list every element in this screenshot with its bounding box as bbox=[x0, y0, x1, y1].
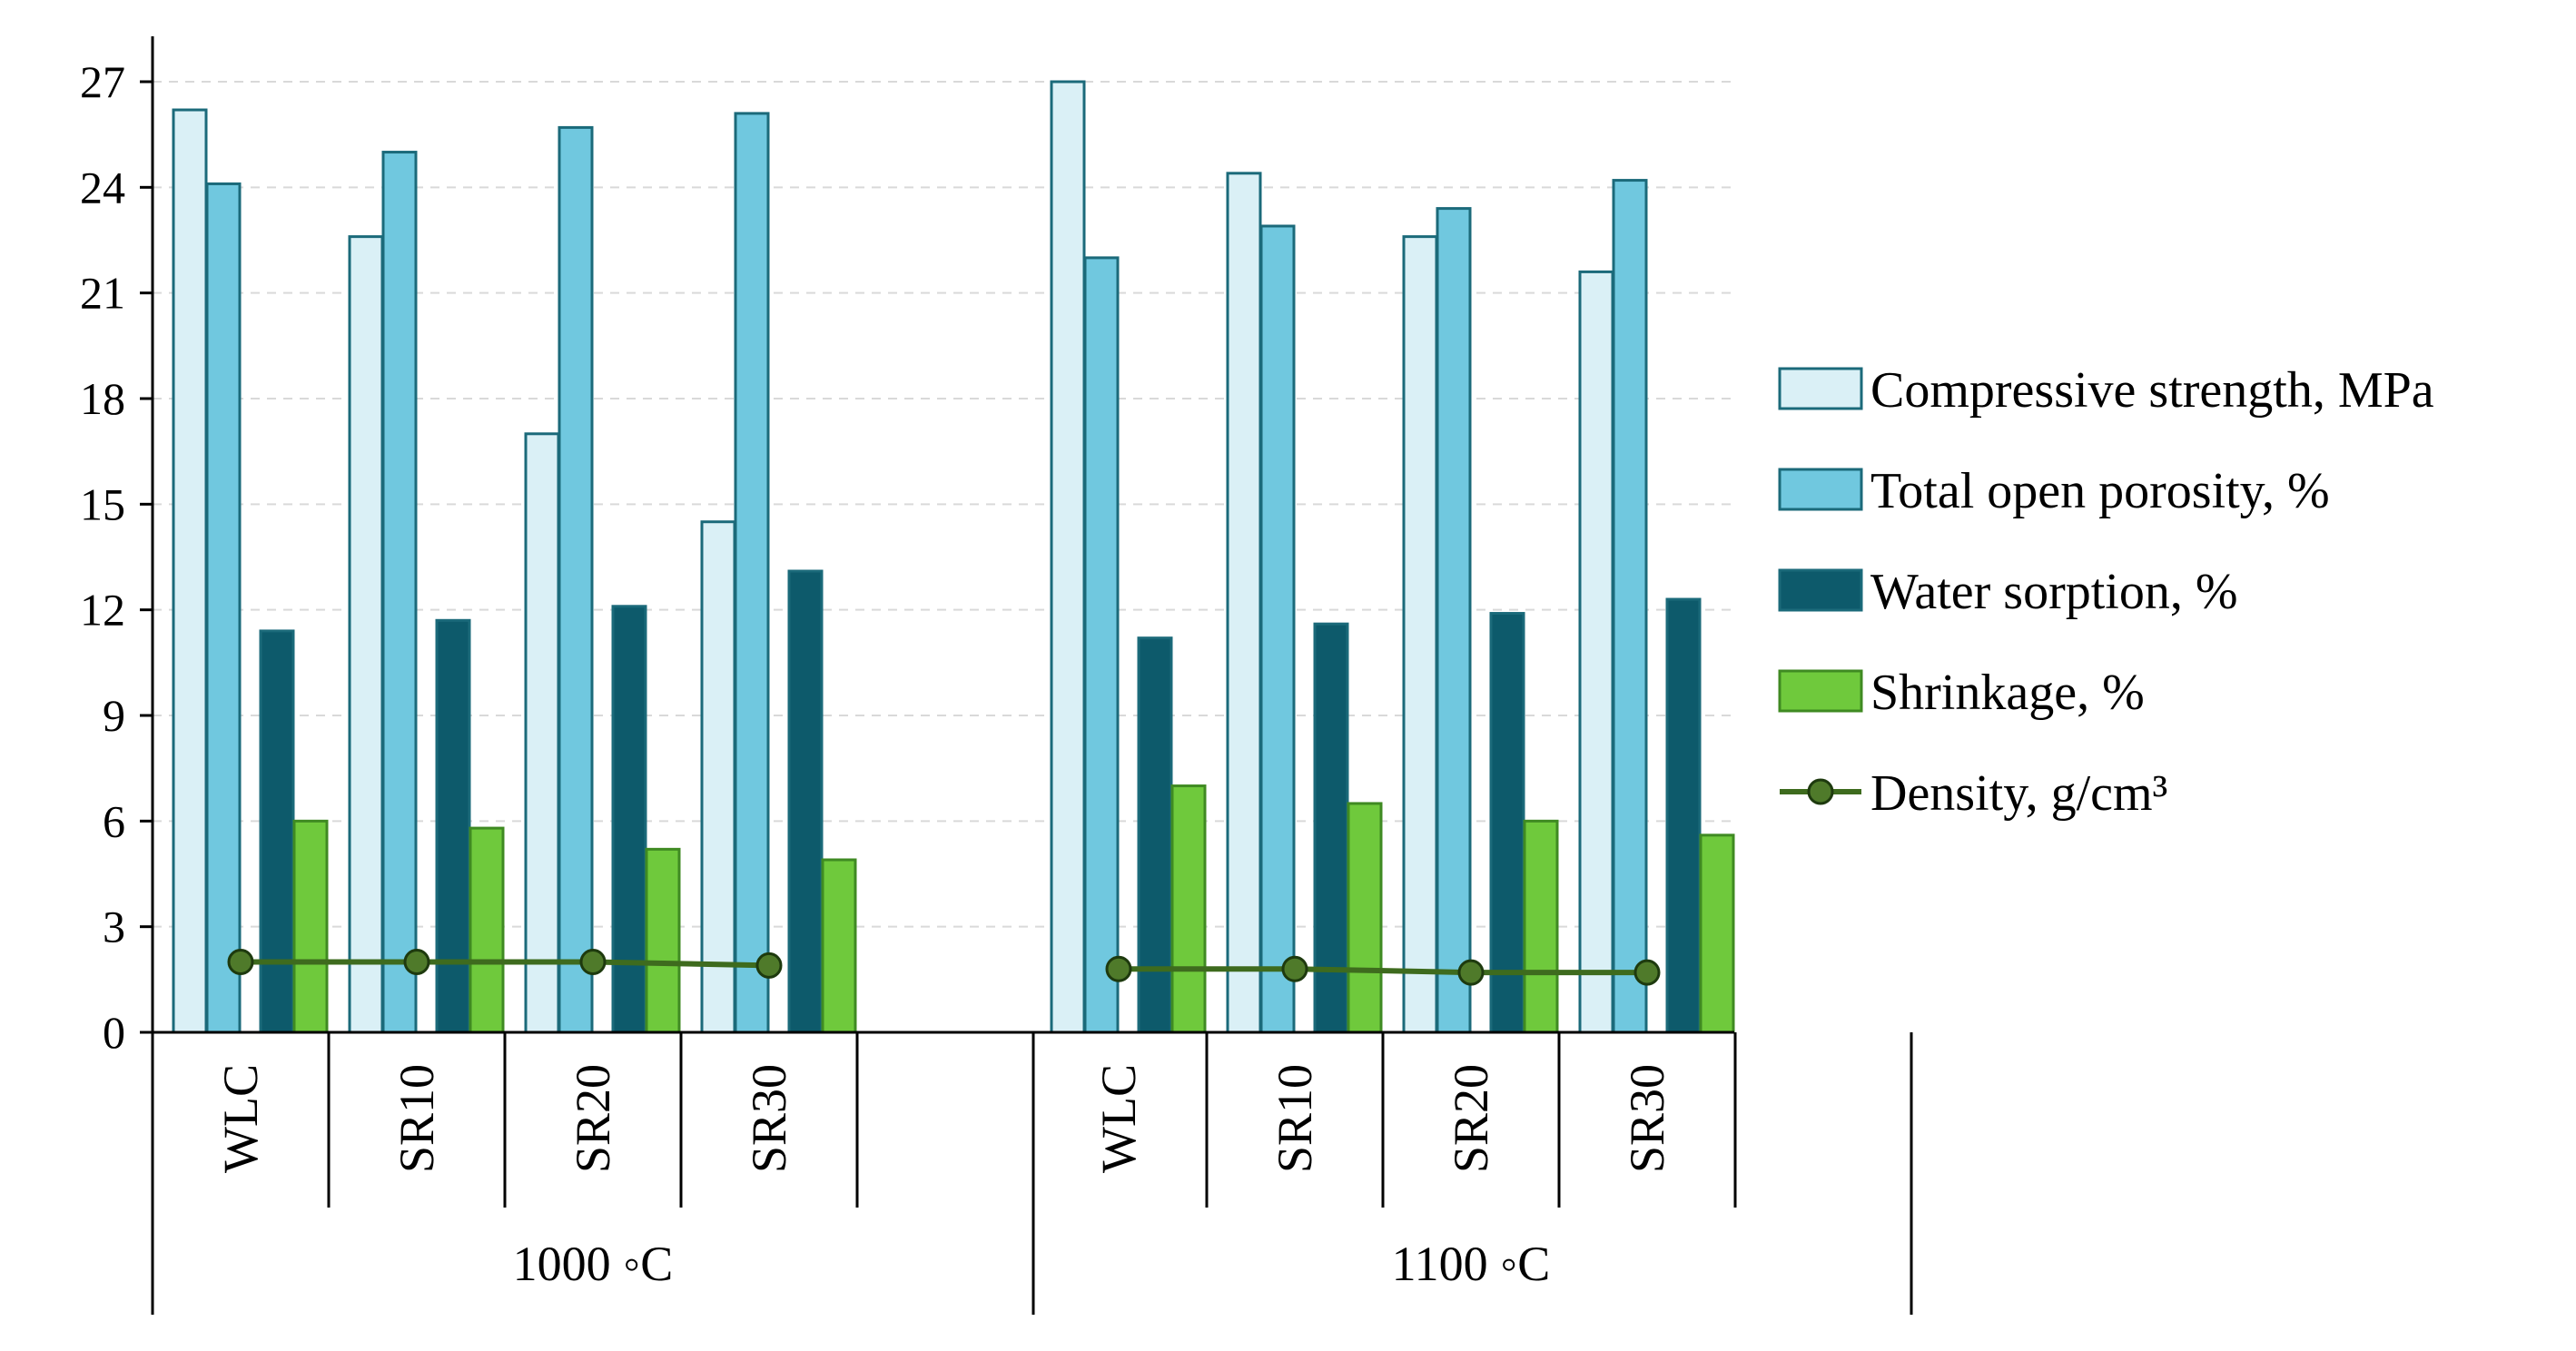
bar-water-sorption bbox=[1489, 612, 1525, 1034]
bar-compressive-strength bbox=[348, 235, 384, 1034]
density-point bbox=[579, 948, 607, 975]
bar-compressive-strength bbox=[1050, 80, 1086, 1034]
legend-label: Density, g/cm³ bbox=[1870, 765, 2167, 822]
y-tick-label: 15 bbox=[80, 478, 125, 529]
bar-total-open-porosity bbox=[205, 182, 242, 1034]
bar-shrinkage bbox=[821, 858, 857, 1034]
y-tick-label: 0 bbox=[103, 1007, 125, 1058]
bar-water-sorption bbox=[259, 629, 295, 1034]
bar-shrinkage bbox=[1699, 833, 1735, 1034]
y-tick-label: 3 bbox=[103, 902, 125, 952]
legend-marker bbox=[1807, 778, 1834, 805]
bar-water-sorption bbox=[1665, 597, 1702, 1034]
category-label: WLC bbox=[1091, 1064, 1146, 1173]
bar-total-open-porosity bbox=[381, 151, 418, 1034]
y-tick-label: 6 bbox=[103, 795, 125, 846]
bar-total-open-porosity bbox=[734, 112, 770, 1034]
bar-water-sorption bbox=[1137, 636, 1173, 1034]
bar-water-sorption bbox=[611, 605, 647, 1034]
bar-total-open-porosity bbox=[1259, 224, 1296, 1034]
legend-label: Water sorption, % bbox=[1870, 564, 2238, 620]
category-label: SR20 bbox=[1444, 1064, 1498, 1173]
bar-total-open-porosity bbox=[1612, 179, 1648, 1034]
y-tick-label: 12 bbox=[80, 585, 125, 636]
y-tick-label: 27 bbox=[80, 56, 125, 107]
density-point bbox=[1457, 959, 1485, 986]
density-line bbox=[227, 948, 1661, 986]
category-label: WLC bbox=[213, 1064, 268, 1173]
bar-compressive-strength bbox=[700, 520, 736, 1034]
legend-label: Shrinkage, % bbox=[1870, 665, 2145, 721]
legend-label: Total open porosity, % bbox=[1870, 463, 2330, 519]
bar-water-sorption bbox=[787, 569, 824, 1034]
legend-label: Compressive strength, MPa bbox=[1870, 362, 2434, 419]
bar-total-open-porosity bbox=[1436, 207, 1472, 1034]
category-label: SR10 bbox=[1268, 1064, 1322, 1173]
density-point bbox=[227, 948, 254, 975]
group-label: 1100 ◦C bbox=[1392, 1237, 1551, 1291]
y-tick-label: 18 bbox=[80, 373, 125, 424]
density-line-segment bbox=[241, 959, 770, 969]
category-label: SR30 bbox=[1620, 1064, 1674, 1173]
density-point bbox=[755, 952, 783, 979]
bar-compressive-strength bbox=[1226, 172, 1262, 1034]
legend: Compressive strength, MPa Total open poro… bbox=[1778, 362, 2434, 822]
bar-water-sorption bbox=[435, 618, 471, 1034]
x-axis-labels: WLC SR10 SR20 SR30 1000 ◦C WLC SR10 SR20 SR30 110… bbox=[213, 1064, 1674, 1291]
group-label: 1000 ◦C bbox=[513, 1237, 674, 1291]
density-line-segment bbox=[1119, 966, 1647, 976]
bar-compressive-strength bbox=[1402, 235, 1438, 1034]
axes: 0 3 6 9 12 15 18 21 24 27 bbox=[80, 36, 1913, 1315]
y-tick-label: 9 bbox=[103, 690, 125, 741]
bar-shrinkage bbox=[469, 826, 505, 1034]
category-label: SR30 bbox=[742, 1064, 796, 1173]
legend-swatch bbox=[1778, 568, 1863, 612]
category-label: SR10 bbox=[390, 1064, 444, 1173]
bar-shrinkage bbox=[1523, 819, 1559, 1034]
bar-shrinkage bbox=[1347, 802, 1383, 1034]
bar-shrinkage bbox=[292, 819, 329, 1034]
bar-compressive-strength bbox=[524, 432, 560, 1034]
legend-swatch bbox=[1778, 468, 1863, 511]
bar-shrinkage bbox=[645, 847, 681, 1034]
bar-total-open-porosity bbox=[558, 125, 594, 1034]
bar-compressive-strength bbox=[1578, 270, 1614, 1034]
y-tick-label: 21 bbox=[80, 268, 125, 319]
y-tick-label: 24 bbox=[80, 162, 125, 212]
density-point bbox=[1281, 955, 1308, 982]
bars bbox=[172, 80, 1735, 1034]
density-point bbox=[1105, 955, 1132, 982]
density-point bbox=[1633, 959, 1661, 986]
bar-compressive-strength bbox=[172, 108, 208, 1034]
category-label: SR20 bbox=[566, 1064, 620, 1173]
legend-swatch bbox=[1778, 367, 1863, 410]
legend-swatch bbox=[1778, 669, 1863, 713]
density-point bbox=[403, 948, 430, 975]
bar-shrinkage bbox=[1170, 784, 1207, 1034]
bar-total-open-porosity bbox=[1083, 256, 1120, 1034]
